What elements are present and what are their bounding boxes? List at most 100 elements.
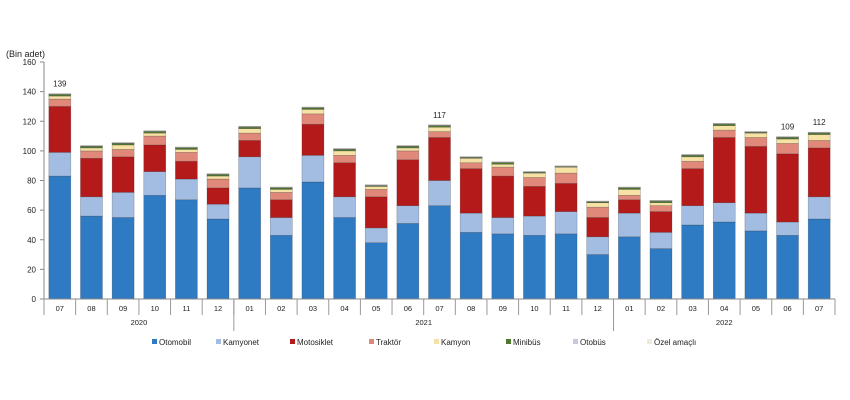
bar-segment-traktr (48, 98, 72, 107)
bar-segment-traktr (238, 132, 261, 141)
bar-segment-kamyon (301, 109, 325, 115)
year-label: 2022 (716, 318, 733, 327)
bar-segment-motosiklet (554, 183, 578, 212)
bar-segment-motosiklet (269, 199, 293, 218)
bar-segment-otomobil (523, 235, 546, 300)
y-axis: 0 20 40 60 80 100 120 140 160 (23, 58, 45, 304)
x-tick-label: 11 (182, 304, 190, 313)
bar-segment-motosiklet (111, 156, 135, 193)
x-tick-label: 06 (783, 304, 791, 313)
bar-segment-kamyonet (143, 171, 167, 196)
legend-swatch (290, 339, 295, 344)
bar-segment-traktr (143, 135, 167, 146)
legend-swatch (506, 339, 511, 344)
legend-label: Motosiklet (297, 338, 334, 347)
bar-segment-kamyonet (48, 152, 72, 177)
bar-segment-traktr (396, 150, 420, 161)
bar-segment-motosiklet (143, 144, 167, 172)
bar-segment-kamyon (269, 189, 293, 193)
legend-label: Özel amaçlı (654, 338, 696, 347)
bar-segment-otomobil (649, 248, 673, 300)
bar-segment-motosiklet (396, 159, 420, 206)
bar-segment-kamyon (554, 166, 578, 174)
year-label: 2021 (415, 318, 432, 327)
bar-segment-kamyon (80, 147, 103, 152)
bar-segment-kamyonet (776, 221, 799, 236)
bar-segment-kamyonet (618, 212, 641, 238)
bar-segment-kamyon (333, 150, 356, 156)
bar-segment-otomobil (206, 218, 230, 300)
y-tick-label: 140 (23, 88, 37, 97)
bar-segment-kamyon (238, 128, 261, 134)
bar-segment-traktr (744, 137, 768, 147)
bar-segment-kamyonet (364, 227, 388, 244)
x-tick-label: 04 (720, 304, 728, 313)
x-tick-label: 02 (277, 304, 285, 313)
bar-segment-motosiklet (459, 168, 483, 214)
x-tick-label: 03 (688, 304, 696, 313)
bar-segment-motosiklet (238, 140, 261, 158)
bar-segment-kamyonet (301, 155, 325, 183)
legend-label: Minibüs (513, 338, 541, 347)
bar-segment-otomobil (586, 254, 610, 300)
bar-segment-motosiklet (206, 187, 230, 205)
bar-segment-traktr (428, 131, 451, 138)
x-tick-label: 03 (309, 304, 317, 313)
legend-swatch (573, 339, 578, 344)
bar-segment-kamyonet (681, 205, 704, 226)
bar-segment-otomobil (459, 232, 483, 300)
bar-segment-otomobil (269, 235, 293, 300)
bar-segment-kamyon (143, 132, 167, 137)
bar-segment-otomobil (712, 221, 736, 300)
bar-segment-kamyon (776, 138, 799, 144)
x-tick-label: 07 (815, 304, 823, 313)
bar-segment-traktr (364, 189, 388, 198)
bar-segment-kamyonet (491, 217, 515, 235)
x-tick-label: 01 (625, 304, 633, 313)
bar-segment-kamyonet (80, 196, 103, 217)
bar-segment-kamyon (523, 172, 546, 178)
bars: 139 117 109 112 (48, 80, 831, 300)
x-tick-label: 09 (119, 304, 127, 313)
bar-segment-traktr (459, 162, 483, 169)
y-tick-label: 20 (27, 265, 36, 274)
bar-segment-minibs (238, 126, 261, 129)
bar-segment-traktr (111, 149, 135, 158)
bar-segment-motosiklet (807, 147, 831, 198)
bar-segment-kamyon (618, 189, 641, 196)
bar-segment-kamyonet (269, 217, 293, 236)
bar-segment-otomobil (681, 224, 704, 300)
data-label: 109 (781, 123, 795, 132)
bar-segment-kamyonet (523, 215, 546, 236)
bar-segment-kamyon (459, 157, 483, 164)
bar-segment-kamyon (364, 186, 388, 190)
x-tick-label: 08 (467, 304, 475, 313)
x-tick-label: 01 (245, 304, 253, 313)
bar-segment-kamyon (712, 125, 736, 131)
bar-segment-kamyonet (744, 212, 768, 232)
bar-segment-otomobil (807, 218, 831, 300)
y-tick-label: 120 (23, 117, 37, 126)
bar-segment-traktr (807, 140, 831, 149)
legend-label: Otobüs (580, 338, 606, 347)
y-tick-label: 40 (27, 236, 36, 245)
legend-swatch (369, 339, 374, 344)
y-tick-label: 100 (23, 147, 37, 156)
bar-segment-motosiklet (586, 217, 610, 238)
bar-segment-kamyon (681, 156, 704, 162)
bar-segment-motosiklet (48, 106, 72, 153)
x-tick-label: 08 (87, 304, 95, 313)
bar-segment-kamyonet (554, 211, 578, 235)
bar-segment-otomobil (491, 233, 515, 300)
x-tick-label: 07 (435, 304, 443, 313)
legend-swatch (434, 339, 439, 344)
legend-label: Otomobil (159, 338, 191, 347)
data-label: 112 (813, 118, 826, 127)
x-tick-label: 04 (340, 304, 348, 313)
bar-segment-kamyonet (175, 178, 198, 201)
bar-segment-kamyon (48, 95, 72, 100)
y-axis-label: (Bin adet) (6, 49, 45, 59)
bar-segment-kamyon (491, 163, 515, 168)
y-tick-label: 160 (23, 58, 37, 67)
